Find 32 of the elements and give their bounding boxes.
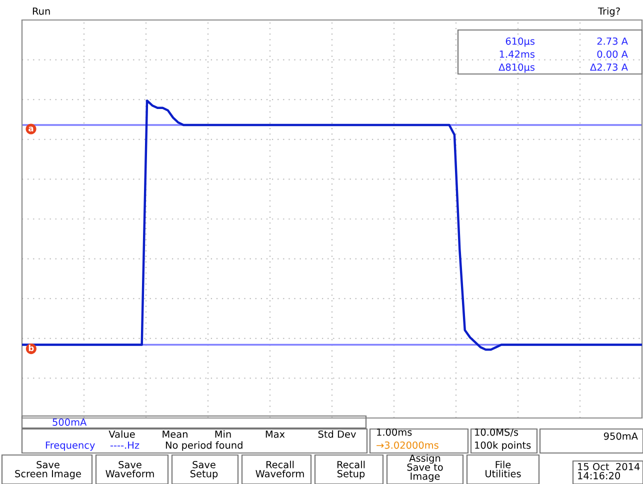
text: 10.0MS/s — [475, 428, 518, 437]
text: Recall Waveform — [256, 460, 304, 478]
text: 1.00ms — [377, 428, 412, 436]
text: Recall Setup — [337, 460, 365, 480]
text: Save Setup — [190, 460, 218, 480]
ref-line-label: a — [28, 126, 34, 132]
text: Min — [215, 430, 231, 438]
text: ----.Hz — [110, 442, 140, 449]
text: Run — [32, 8, 50, 15]
text: 500mA — [52, 418, 87, 426]
text: →3.02000ms — [376, 441, 438, 449]
text: Save Screen Image — [15, 460, 81, 480]
text: Save Waveform — [106, 460, 154, 478]
text: File Utilities — [486, 460, 521, 478]
text: Δ810µs — [498, 63, 535, 73]
text: Trig? — [598, 7, 620, 17]
text: Mean — [162, 430, 188, 438]
text: 15 Oct 2014 14:16:20 — [578, 462, 640, 480]
text: 100k points — [475, 441, 531, 451]
text: Std Dev — [318, 430, 356, 438]
text: Assign Save to Image — [407, 454, 443, 482]
text: Δ2.73 A — [590, 63, 628, 71]
text: 0.00 A — [597, 50, 628, 58]
text: 1.42ms — [500, 50, 535, 58]
text: Max — [266, 430, 285, 438]
text: Value — [108, 430, 135, 438]
text: Frequency — [46, 442, 95, 451]
text: 610µs — [506, 37, 535, 47]
text: 2.73 A — [597, 37, 628, 45]
text: 950mA — [604, 432, 638, 440]
text: No period found — [166, 441, 242, 451]
ref-line-label: b — [28, 344, 34, 352]
